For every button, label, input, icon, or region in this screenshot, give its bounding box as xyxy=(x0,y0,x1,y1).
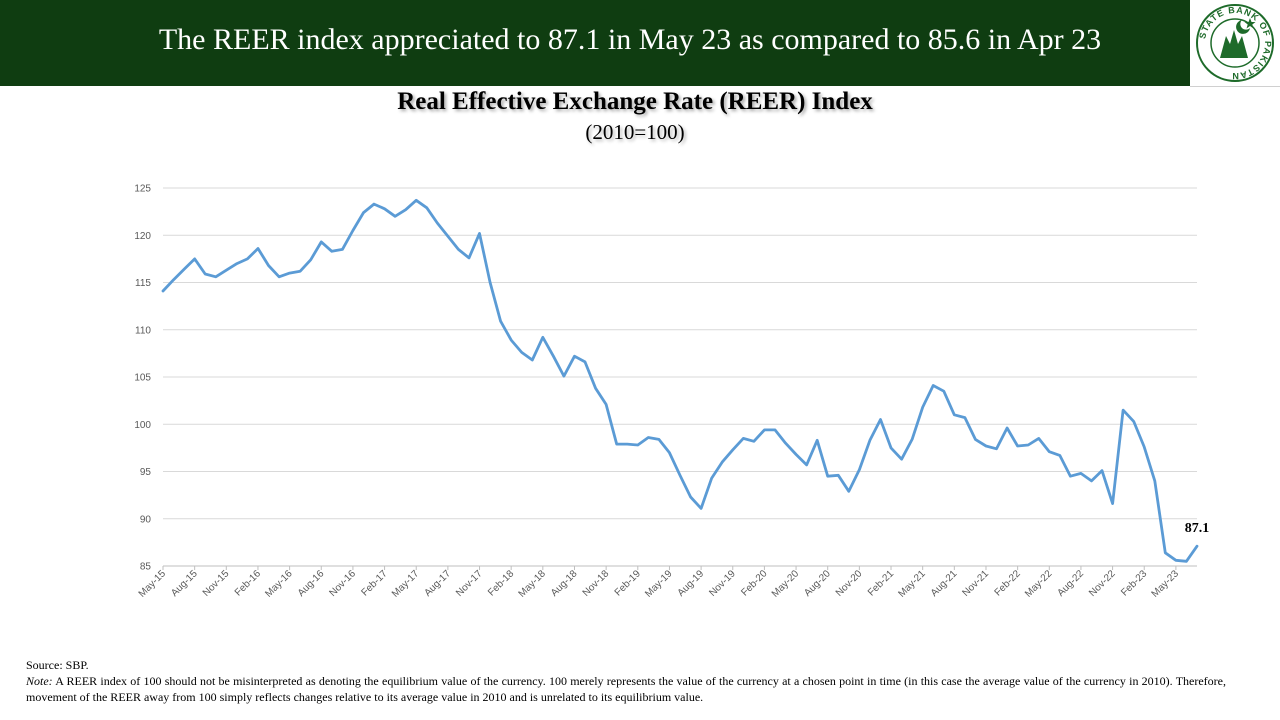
x-tick-label: Nov-15 xyxy=(201,568,232,599)
y-axis-tick-labels: 85 90 95 100 105 110 115 120 125 xyxy=(134,184,151,573)
chart-subtitle: (2010=100) xyxy=(585,120,685,144)
x-tick-label: Feb-23 xyxy=(1119,568,1149,598)
x-tick-label: Aug-20 xyxy=(802,568,833,599)
footer: Source: SBP. Note: A REER index of 100 s… xyxy=(26,657,1226,705)
x-tick-label: Feb-21 xyxy=(866,568,896,598)
x-tick-label: Feb-18 xyxy=(486,568,516,598)
x-tick-label: May-18 xyxy=(517,568,549,600)
x-tick-label: Aug-21 xyxy=(929,568,960,599)
grid-lines xyxy=(163,187,1197,567)
page-title: The REER index appreciated to 87.1 in Ma… xyxy=(158,23,1102,56)
note-paragraph: Note: A REER index of 100 should not be … xyxy=(26,673,1226,705)
x-tick-label: May-17 xyxy=(390,568,422,600)
sbp-seal-icon: STATE BANK OF PAKISTAN xyxy=(1196,4,1274,82)
x-tick-label: May-16 xyxy=(263,568,295,600)
data-label-last: 87.1 xyxy=(1185,521,1210,536)
y-tick-label: 100 xyxy=(134,420,151,431)
y-tick-label: 120 xyxy=(134,231,151,242)
x-axis-tick-labels: May-15 Aug-15 Nov-15 Feb-16 May-16 Aug-16 Nov-… xyxy=(137,566,1182,600)
x-tick-label: Aug-15 xyxy=(169,568,200,599)
y-tick-label: 90 xyxy=(140,514,152,525)
x-tick-label: Nov-17 xyxy=(454,568,485,599)
x-tick-label: Aug-19 xyxy=(676,568,707,599)
x-tick-label: Feb-19 xyxy=(613,568,643,598)
x-tick-label: May-21 xyxy=(896,568,928,600)
x-tick-label: Aug-17 xyxy=(422,568,453,599)
annotation-layer: 87.1 xyxy=(1185,521,1210,536)
x-tick-label: Nov-16 xyxy=(327,568,358,599)
x-tick-label: Feb-16 xyxy=(233,568,263,598)
y-tick-label: 110 xyxy=(135,325,151,336)
y-tick-label: 125 xyxy=(134,184,151,195)
note-text: A REER index of 100 should not be misint… xyxy=(26,674,1226,704)
x-tick-label: May-23 xyxy=(1150,568,1182,600)
x-tick-label: Nov-18 xyxy=(581,568,612,599)
y-tick-label: 115 xyxy=(135,278,151,289)
y-tick-label: 85 xyxy=(140,562,152,573)
x-tick-label: Nov-21 xyxy=(961,568,992,599)
x-tick-label: Nov-20 xyxy=(834,568,865,599)
header-banner xyxy=(0,0,1190,86)
chart-title: Real Effective Exchange Rate (REER) Inde… xyxy=(397,88,873,115)
x-tick-label: Aug-22 xyxy=(1055,568,1086,599)
source-text: Source: SBP. xyxy=(26,658,89,672)
x-tick-label: Feb-20 xyxy=(739,568,769,598)
x-tick-label: Feb-22 xyxy=(993,568,1023,598)
x-tick-label: May-20 xyxy=(770,568,802,600)
x-tick-label: Aug-16 xyxy=(296,568,327,599)
reer-series-line xyxy=(161,198,1199,563)
y-tick-label: 95 xyxy=(140,467,152,478)
x-tick-label: Nov-22 xyxy=(1087,568,1118,599)
series-layer xyxy=(161,198,1199,563)
note-label: Note: xyxy=(26,674,53,688)
x-tick-label: May-22 xyxy=(1023,568,1055,600)
y-tick-label: 105 xyxy=(134,373,151,384)
sbp-logo: STATE BANK OF PAKISTAN xyxy=(1190,0,1280,87)
x-tick-label: Aug-18 xyxy=(549,568,580,599)
x-tick-label: Feb-17 xyxy=(360,568,390,598)
x-tick-label: May-19 xyxy=(643,568,675,600)
x-tick-label: May-15 xyxy=(137,568,169,600)
x-tick-label: Nov-19 xyxy=(707,568,738,599)
